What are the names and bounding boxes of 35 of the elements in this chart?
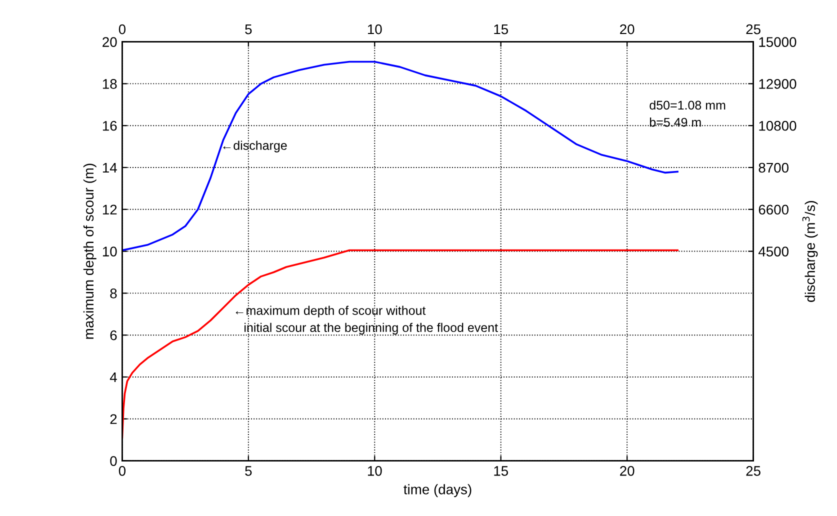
y2-tick-label: 12900 — [759, 79, 796, 89]
y2-tick-label: 15000 — [759, 37, 796, 47]
y2-axis-title: discharge (m$^{3}$/s) — [802, 201, 818, 302]
y-tick-label: 20 — [102, 37, 117, 47]
x-tick-label: 25 — [746, 466, 760, 476]
y-tick-label: 8 — [110, 288, 117, 298]
x-tick-label: 10 — [368, 466, 382, 476]
y2-tick-label: 4500 — [758, 246, 789, 256]
y2-tick-label: 6600 — [758, 204, 789, 215]
x2-tick-label: 15 — [494, 24, 508, 34]
y-tick-label: 0 — [110, 456, 117, 466]
x2-tick-label: 25 — [746, 24, 760, 34]
x-tick-label: 5 — [245, 466, 252, 476]
y2-tick-label: 8700 — [758, 162, 789, 173]
y-tick-label: 12 — [102, 204, 117, 214]
y-tick-label: 10 — [102, 246, 117, 256]
x-axis-title: time (days) — [404, 484, 472, 498]
y-tick-label: 4 — [110, 372, 117, 382]
x-tick-label: 15 — [494, 466, 508, 476]
x2-tick-label: 10 — [368, 24, 382, 34]
x-tick-label: 20 — [620, 466, 634, 476]
y2-tick-label: 10800 — [759, 120, 796, 131]
x2-tick-label: 20 — [620, 24, 634, 34]
y-tick-label: 16 — [102, 120, 117, 131]
y-axis-title: maximum depth of scour (m) — [83, 164, 96, 339]
annotation: d50=1.08 mm b=5.49 m — [650, 100, 726, 127]
x-tick-label: 0 — [118, 466, 126, 476]
x2-tick-label: 5 — [245, 24, 252, 34]
annotation: ←maximum depth of scour without initial scour at the beginning of the flood event — [236, 306, 498, 334]
annotation: ←discharge — [223, 140, 287, 152]
y-tick-label: 14 — [102, 162, 117, 173]
x2-tick-label: 0 — [118, 24, 126, 34]
y-tick-label: 6 — [110, 330, 117, 340]
y-tick-label: 2 — [110, 414, 117, 424]
y-tick-label: 18 — [102, 79, 117, 89]
